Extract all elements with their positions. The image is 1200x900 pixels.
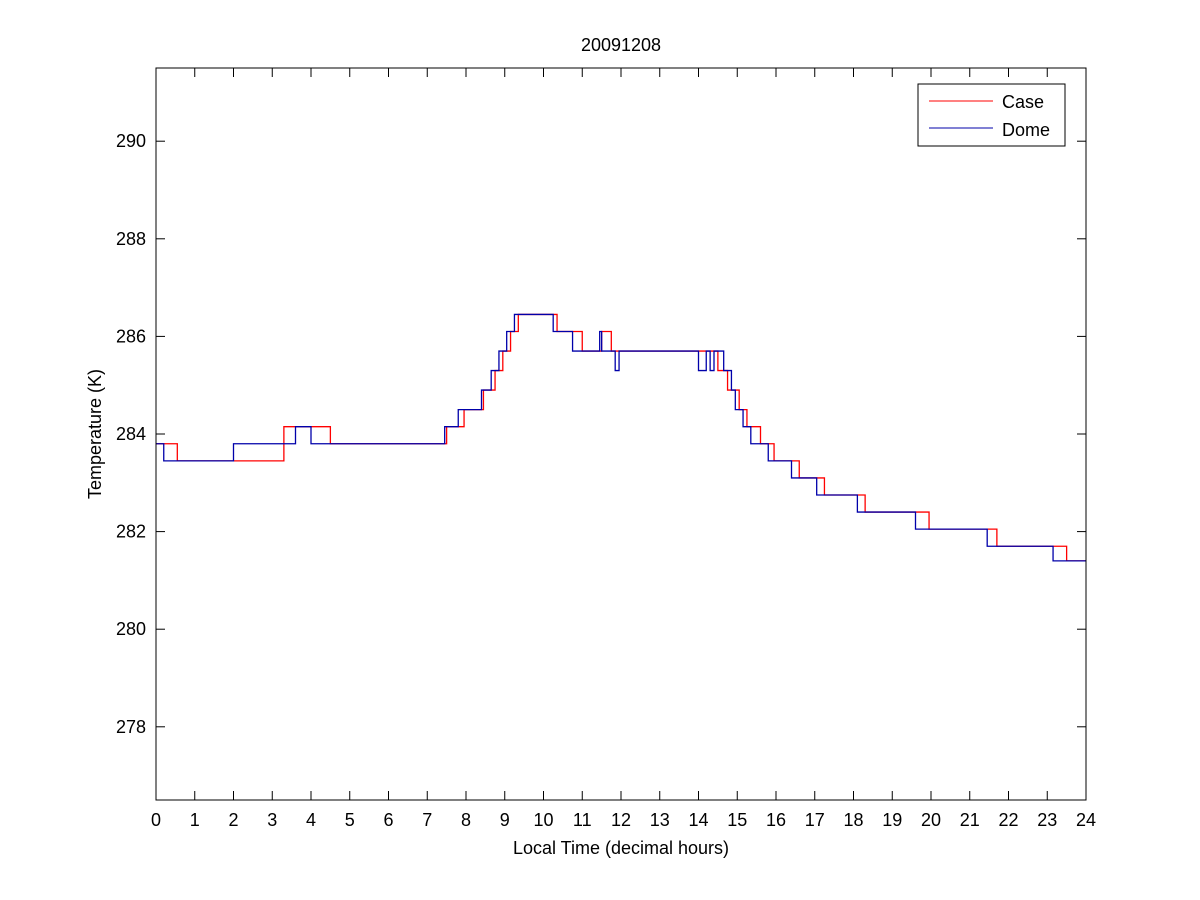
y-axis-label: Temperature (K) <box>85 369 105 499</box>
x-axis-label: Local Time (decimal hours) <box>513 838 729 858</box>
legend-box <box>917 83 1066 147</box>
x-tick-label: 11 <box>573 810 592 830</box>
x-tick-label: 8 <box>461 810 471 830</box>
x-tick-label: 13 <box>650 810 670 830</box>
x-tick-label: 17 <box>805 810 825 830</box>
x-tick-label: 14 <box>688 810 708 830</box>
chart-title: 20091208 <box>581 35 661 55</box>
y-tick-label: 286 <box>116 326 146 346</box>
y-tick-label: 278 <box>116 717 146 737</box>
x-tick-label: 12 <box>611 810 631 830</box>
x-tick-label: 1 <box>190 810 200 830</box>
y-tick-label: 288 <box>116 229 146 249</box>
x-tick-label: 7 <box>422 810 432 830</box>
x-tick-label: 2 <box>228 810 238 830</box>
x-tick-label: 15 <box>727 810 747 830</box>
legend: Case Dome <box>917 83 1066 147</box>
y-tick-label: 290 <box>116 131 146 151</box>
x-tick-label: 10 <box>533 810 553 830</box>
legend-label-case: Case <box>1002 92 1044 112</box>
x-tick-label: 0 <box>151 810 161 830</box>
x-axis: 0 1 2 3 4 5 6 7 8 9 10 11 12 13 14 15 16 17 18 19 20 21 22 23 24 <box>151 68 1096 830</box>
x-tick-label: 21 <box>960 810 980 830</box>
x-tick-label: 18 <box>843 810 863 830</box>
series-layer <box>156 313 1086 562</box>
x-tick-label: 22 <box>998 810 1018 830</box>
x-tick-label: 6 <box>383 810 393 830</box>
y-tick-label: 282 <box>116 522 146 542</box>
x-tick-label: 9 <box>500 810 510 830</box>
y-axis: 278 280 282 284 286 288 290 <box>116 131 1086 737</box>
x-tick-label: 3 <box>267 810 277 830</box>
series-line-dome <box>156 313 1086 562</box>
y-tick-label: 280 <box>116 619 146 639</box>
x-tick-label: 24 <box>1076 810 1096 830</box>
y-tick-label: 284 <box>116 424 146 444</box>
x-tick-label: 5 <box>345 810 355 830</box>
x-tick-label: 20 <box>921 810 941 830</box>
x-tick-label: 4 <box>306 810 316 830</box>
x-tick-label: 16 <box>766 810 786 830</box>
legend-label-dome: Dome <box>1002 120 1050 140</box>
x-tick-label: 19 <box>882 810 902 830</box>
x-tick-label: 23 <box>1037 810 1057 830</box>
